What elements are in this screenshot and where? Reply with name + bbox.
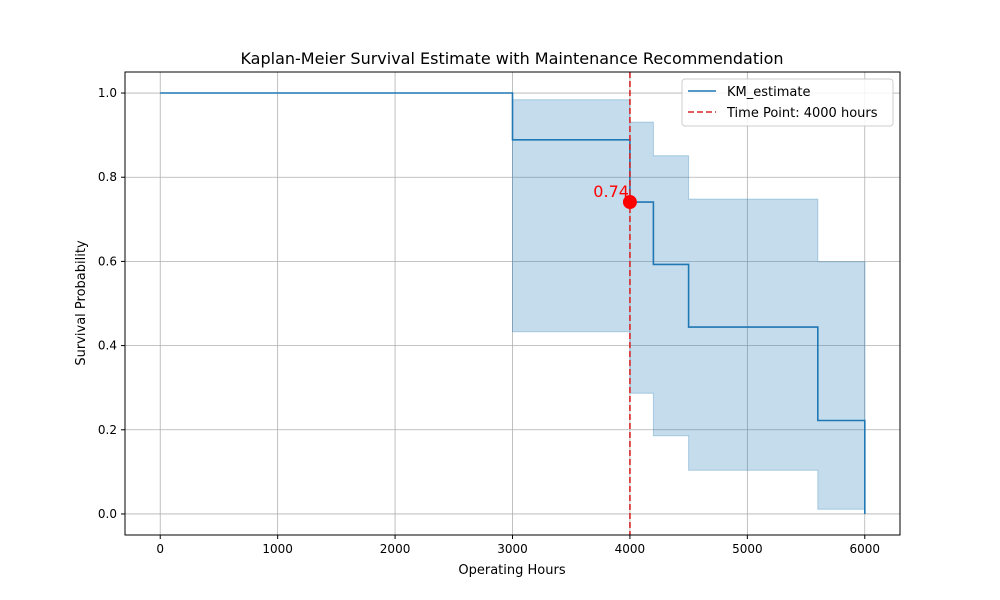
km-estimate-line <box>160 92 866 514</box>
y-tick-label: 0.0 <box>98 507 117 521</box>
x-tick-label: 5000 <box>732 542 763 556</box>
y-tick-label: 0.8 <box>98 170 117 184</box>
x-tick-label: 0 <box>156 542 164 556</box>
series-group <box>160 92 866 514</box>
legend-timepoint-label: Time Point: 4000 hours <box>726 106 878 121</box>
x-tick-label: 3000 <box>497 542 528 556</box>
x-axis-ticks: 0 1000 2000 3000 4000 5000 6000 <box>156 535 880 556</box>
grid-lines <box>125 72 900 535</box>
y-tick-label: 0.2 <box>98 423 117 437</box>
y-axis-label: Survival Probability <box>74 240 89 366</box>
x-axis-label: Operating Hours <box>458 563 565 578</box>
chart-title: Kaplan-Meier Survival Estimate with Main… <box>240 49 783 68</box>
x-tick-label: 4000 <box>615 542 646 556</box>
x-tick-label: 1000 <box>262 542 293 556</box>
marker-value-label: 0.74 <box>593 182 629 201</box>
y-axis-ticks: 0.0 0.2 0.4 0.6 0.8 1.0 <box>98 86 125 521</box>
survival-marker <box>622 195 637 210</box>
y-tick-label: 0.6 <box>98 254 117 268</box>
legend-km-label: KM_estimate <box>727 85 810 100</box>
legend-frame <box>681 78 894 127</box>
legend: KM_estimate Time Point: 4000 hours <box>681 78 894 127</box>
x-tick-label: 6000 <box>849 542 880 556</box>
marker-group: 0.74 <box>593 182 637 210</box>
x-tick-label: 2000 <box>380 542 411 556</box>
y-tick-label: 1.0 <box>98 86 117 100</box>
y-tick-label: 0.4 <box>98 339 117 353</box>
